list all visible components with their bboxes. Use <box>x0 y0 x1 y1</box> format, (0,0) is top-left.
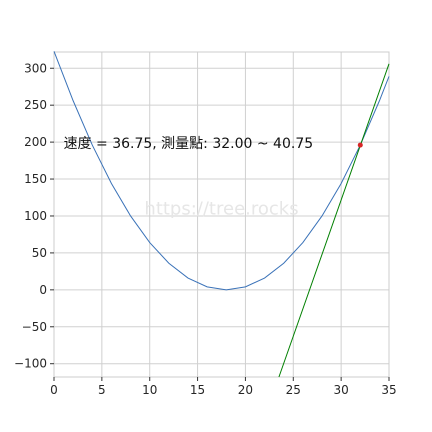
watermark: https://tree.rocks <box>144 199 298 220</box>
plot-area: https://tree.rocks 速度 = 36.75, 測量點: 32.0… <box>53 51 390 378</box>
y-tick-label: 50 <box>32 246 47 260</box>
x-tick-label: 30 <box>334 383 349 397</box>
parabola-curve <box>53 51 390 291</box>
plot-frame <box>53 51 390 378</box>
tangent-line <box>278 63 390 378</box>
x-tick-label: 20 <box>238 383 253 397</box>
x-tick-label: 10 <box>142 383 157 397</box>
y-tick-label: 300 <box>24 61 47 75</box>
x-tick-label: 15 <box>190 383 205 397</box>
y-tick-label: −100 <box>14 357 47 371</box>
x-axis-ticks: 0 5 10 15 20 25 30 35 <box>50 377 397 397</box>
y-tick-label: 250 <box>24 98 47 112</box>
x-tick-label: 5 <box>98 383 106 397</box>
x-tick-label: 35 <box>381 383 396 397</box>
x-tick-label: 25 <box>286 383 301 397</box>
y-tick-label: 100 <box>24 209 47 223</box>
x-tick-label: 0 <box>50 383 58 397</box>
measurement-point <box>357 142 363 148</box>
y-axis-ticks: −100 −50 0 50 100 150 200 250 300 <box>14 61 54 371</box>
y-tick-label: 0 <box>39 283 47 297</box>
speed-annotation: 速度 = 36.75, 測量點: 32.00 ~ 40.75 <box>64 136 314 152</box>
y-tick-label: 150 <box>24 172 47 186</box>
y-tick-label: 200 <box>24 135 47 149</box>
y-tick-label: −50 <box>22 320 47 334</box>
